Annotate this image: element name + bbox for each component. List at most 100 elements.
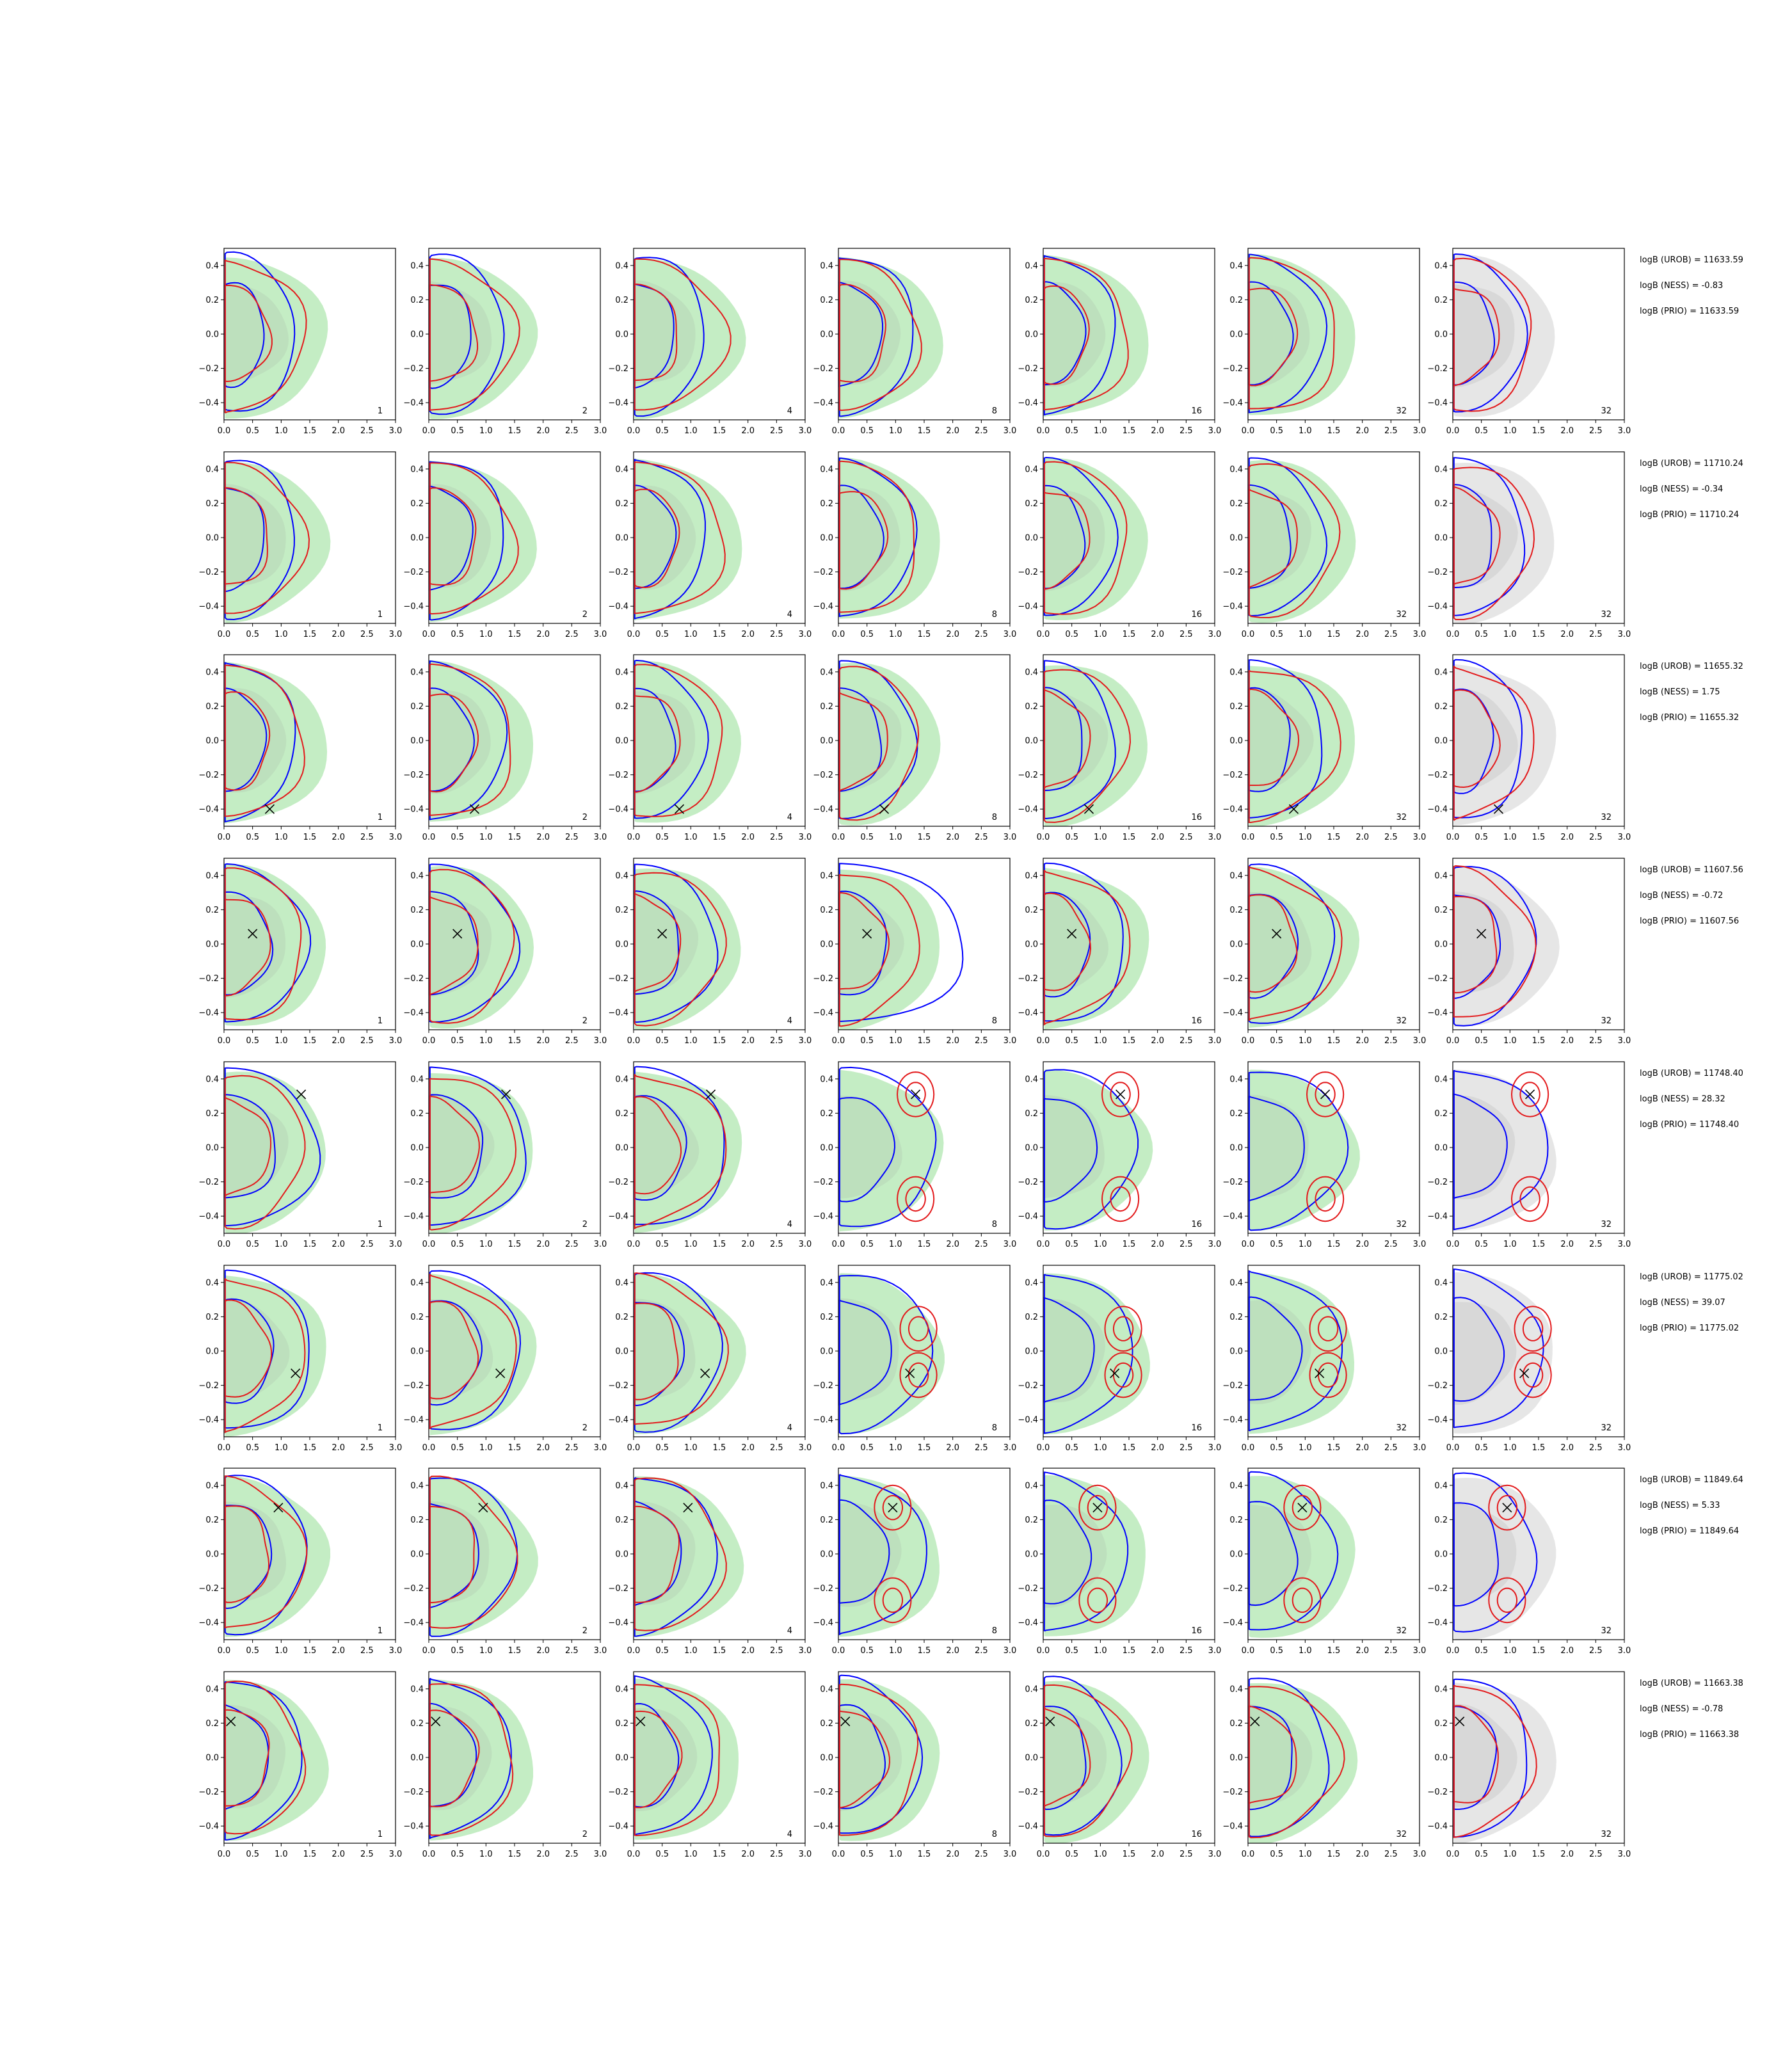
y-tick-label: 0.2 <box>410 296 424 305</box>
x-tick-label: 0.5 <box>451 1850 464 1859</box>
ness-inner-contour <box>634 695 681 793</box>
y-tick-label: −0.2 <box>403 974 424 984</box>
y-tick-label: 0.4 <box>205 1684 219 1694</box>
x-tick-label: 0.5 <box>1475 1240 1488 1249</box>
x-tick-label: 0.5 <box>1065 1850 1078 1859</box>
panel-iteration-label: 1 <box>378 1626 383 1636</box>
inner-density-fill <box>634 280 696 383</box>
ness-inner-contour <box>1248 688 1300 787</box>
y-tick-label: 0.2 <box>1434 702 1448 712</box>
y-tick-label: −0.4 <box>1427 1212 1448 1222</box>
y-tick-label: −0.2 <box>1427 1584 1448 1594</box>
y-tick-label: −0.4 <box>1018 1009 1038 1018</box>
ness-inner-contour <box>224 899 271 996</box>
panel-r6-c3: 0.0 0.5 1.0 1.5 2.0 2.5 3.0 −0.4 −0.2 0.0 0.2 0.4 4 <box>608 1265 812 1453</box>
x-tick-label: 0.5 <box>1270 1646 1283 1656</box>
panel-iteration-label: 32 <box>1601 406 1612 416</box>
x-tick-label: 2.5 <box>975 833 988 842</box>
true-value-marker <box>248 929 258 939</box>
x-tick-label: 0.5 <box>655 1443 669 1453</box>
ness-inner-contour <box>838 692 888 792</box>
inner-density-fill <box>1249 1704 1313 1808</box>
logb-line-2: logB (NESS) = 28.32 <box>1640 1094 1725 1104</box>
logb-line-2: logB (NESS) = 5.33 <box>1640 1501 1720 1510</box>
y-tick-label: −0.4 <box>608 399 628 408</box>
true-value-marker <box>1297 1503 1308 1513</box>
x-tick-label: 3.0 <box>594 426 607 436</box>
x-tick-label: 1.0 <box>889 1646 902 1656</box>
panel-iteration-label: 2 <box>582 406 588 416</box>
y-tick-label: 0.4 <box>205 261 219 271</box>
panel-r5-c4: 0.0 0.5 1.0 1.5 2.0 2.5 3.0 −0.4 −0.2 0.0 0.2 0.4 8 <box>813 1061 1016 1249</box>
y-tick-label: −0.2 <box>813 1584 833 1594</box>
x-tick-label: 0.0 <box>832 1646 845 1656</box>
y-tick-label: 0.4 <box>1434 871 1448 881</box>
y-tick-label: 0.2 <box>820 499 833 509</box>
x-tick-label: 2.5 <box>770 1240 783 1249</box>
true-value-marker <box>1476 929 1487 939</box>
x-tick-label: 2.0 <box>536 1443 550 1453</box>
x-tick-label: 0.5 <box>1065 1240 1078 1249</box>
ness-inner-contour <box>224 487 268 585</box>
panel-iteration-label: 1 <box>378 1423 383 1433</box>
ness-inner-contour <box>429 284 479 382</box>
logb-line-2: logB (NESS) = 39.07 <box>1640 1298 1725 1308</box>
ness-mode-outer-1 <box>1078 1484 1117 1531</box>
panel-iteration-label: 2 <box>582 1220 588 1229</box>
y-tick-label: −0.4 <box>1427 805 1448 815</box>
y-tick-label: 0.2 <box>410 1313 424 1322</box>
ness-mode-outer-2 <box>1488 1577 1526 1624</box>
ness-inner-contour <box>1043 689 1091 788</box>
ness-mode-inner-1 <box>905 1082 926 1107</box>
y-tick-label: −0.4 <box>813 602 833 612</box>
panel-r1-c3: 0.0 0.5 1.0 1.5 2.0 2.5 3.0 −0.4 −0.2 0.0 0.2 0.4 4 <box>608 248 812 436</box>
panel-iteration-label: 4 <box>787 1626 792 1636</box>
y-tick-label: 0.2 <box>1229 1109 1243 1119</box>
true-value-marker <box>862 929 872 939</box>
x-tick-label: 2.0 <box>1560 1646 1574 1656</box>
y-tick-label: 0.0 <box>820 737 833 746</box>
x-tick-label: 1.5 <box>508 1646 522 1656</box>
y-tick-label: 0.0 <box>1229 1754 1243 1763</box>
true-value-marker <box>657 929 668 939</box>
inner-density-fill <box>839 892 904 995</box>
x-tick-label: 1.5 <box>918 833 931 842</box>
x-tick-label: 2.5 <box>360 833 374 842</box>
panel-r7-c1: 0.0 0.5 1.0 1.5 2.0 2.5 3.0 −0.4 −0.2 0.0 0.2 0.4 1 <box>198 1468 402 1656</box>
y-tick-label: −0.2 <box>608 364 628 374</box>
y-tick-label: 0.0 <box>205 330 219 340</box>
y-tick-label: −0.4 <box>1222 1212 1243 1222</box>
x-tick-label: 1.0 <box>479 1443 493 1453</box>
y-tick-label: 0.0 <box>1434 1550 1448 1560</box>
y-tick-label: 0.0 <box>410 737 424 746</box>
ness-mode-outer-1 <box>899 1306 938 1352</box>
ness-inner-contour <box>1043 1708 1091 1807</box>
x-tick-label: 0.5 <box>451 1036 464 1046</box>
ness-mode-inner-2 <box>1315 1186 1336 1212</box>
x-tick-label: 2.0 <box>1151 1443 1164 1453</box>
panel-iteration-label: 32 <box>1601 1830 1612 1839</box>
y-tick-label: −0.4 <box>198 1009 219 1018</box>
x-tick-label: 1.0 <box>1094 426 1107 436</box>
y-tick-label: 0.4 <box>1229 1278 1243 1288</box>
x-tick-label: 2.0 <box>1560 833 1574 842</box>
x-tick-label: 0.0 <box>422 833 436 842</box>
y-tick-label: −0.4 <box>1222 399 1243 408</box>
x-tick-label: 2.5 <box>770 1443 783 1453</box>
ness-inner-contour <box>429 1300 479 1400</box>
y-tick-label: 0.2 <box>820 702 833 712</box>
logb-line-2: logB (NESS) = -0.34 <box>1640 484 1724 494</box>
x-tick-label: 3.0 <box>389 426 403 436</box>
x-tick-label: 2.0 <box>946 1850 959 1859</box>
ness-inner-contour <box>1453 1705 1499 1804</box>
x-tick-label: 1.5 <box>1532 1443 1546 1453</box>
ness-inner-contour <box>1043 892 1092 991</box>
x-tick-label: 3.0 <box>799 1850 812 1859</box>
inner-density-fill <box>634 485 696 590</box>
y-tick-label: 0.4 <box>410 465 424 474</box>
y-tick-label: 0.0 <box>1229 330 1243 340</box>
panel-r1-c2: 0.0 0.5 1.0 1.5 2.0 2.5 3.0 −0.4 −0.2 0.0 0.2 0.4 2 <box>403 248 607 436</box>
x-tick-label: 1.5 <box>1123 1850 1136 1859</box>
x-tick-label: 0.0 <box>832 630 845 639</box>
